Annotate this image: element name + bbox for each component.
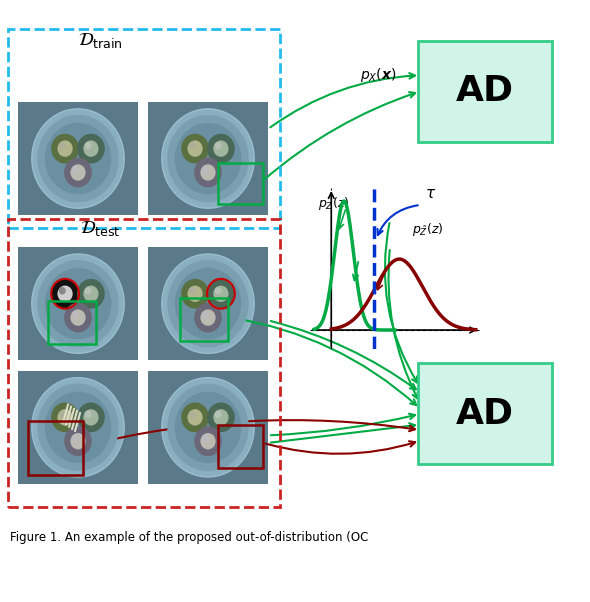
Circle shape [162, 377, 254, 477]
Circle shape [194, 158, 222, 187]
Circle shape [168, 383, 248, 471]
Circle shape [32, 377, 124, 477]
Circle shape [59, 142, 65, 149]
Bar [18, 102, 138, 215]
Circle shape [85, 142, 91, 149]
Circle shape [37, 115, 119, 202]
Circle shape [51, 279, 79, 309]
Circle shape [45, 123, 112, 194]
Text: $\tau$: $\tau$ [425, 187, 436, 202]
Circle shape [207, 279, 235, 309]
Text: $p_{\tilde{Z}}(z)$: $p_{\tilde{Z}}(z)$ [412, 222, 444, 238]
Circle shape [189, 411, 196, 418]
Circle shape [64, 426, 92, 456]
Circle shape [214, 409, 228, 426]
Circle shape [72, 311, 78, 318]
Circle shape [181, 403, 209, 432]
Text: $p_X(\boldsymbol{x})$: $p_X(\boldsymbol{x})$ [360, 66, 396, 84]
Circle shape [70, 433, 86, 450]
Circle shape [215, 411, 222, 418]
Circle shape [57, 409, 73, 426]
Bar [148, 247, 268, 360]
Text: $\mathcal{D}_{\mathrm{test}}$: $\mathcal{D}_{\mathrm{test}}$ [80, 220, 120, 238]
Text: $p_Z(z)$: $p_Z(z)$ [319, 194, 350, 211]
Bar [180, 298, 228, 341]
Circle shape [201, 164, 215, 181]
Circle shape [207, 403, 235, 432]
Circle shape [77, 134, 105, 164]
Circle shape [83, 140, 99, 157]
Circle shape [194, 303, 222, 332]
Circle shape [181, 279, 209, 309]
Circle shape [64, 303, 92, 332]
Text: Figure 1. An example of the proposed out-of-distribution (OC: Figure 1. An example of the proposed out… [10, 531, 368, 544]
Circle shape [189, 142, 196, 149]
Circle shape [77, 279, 105, 309]
FancyBboxPatch shape [418, 41, 552, 142]
Circle shape [215, 287, 222, 294]
Circle shape [214, 285, 228, 302]
Circle shape [162, 109, 254, 208]
Text: AD: AD [456, 75, 514, 108]
Circle shape [45, 391, 112, 463]
Circle shape [188, 409, 203, 426]
Circle shape [202, 166, 209, 173]
Circle shape [85, 287, 91, 294]
Bar [148, 371, 268, 484]
FancyBboxPatch shape [418, 364, 552, 464]
Bar [8, 219, 280, 507]
Bar [48, 301, 96, 344]
Text: $\mathcal{D}_{\mathrm{train}}$: $\mathcal{D}_{\mathrm{train}}$ [77, 31, 123, 51]
Circle shape [202, 311, 209, 318]
Text: AD: AD [456, 397, 514, 431]
Circle shape [37, 260, 119, 347]
Circle shape [85, 411, 91, 418]
Circle shape [168, 115, 248, 202]
Circle shape [175, 391, 241, 463]
Circle shape [51, 403, 79, 432]
Circle shape [32, 254, 124, 353]
Circle shape [162, 254, 254, 353]
Circle shape [168, 260, 248, 347]
Circle shape [72, 166, 78, 173]
Circle shape [45, 268, 112, 340]
Circle shape [83, 409, 99, 426]
Bar [18, 371, 138, 484]
Circle shape [201, 433, 215, 450]
Circle shape [207, 134, 235, 164]
Circle shape [59, 411, 65, 418]
Bar [8, 29, 280, 228]
Circle shape [214, 140, 228, 157]
Circle shape [59, 287, 65, 294]
Circle shape [194, 426, 222, 456]
Circle shape [32, 109, 124, 208]
Circle shape [70, 164, 86, 181]
Circle shape [175, 268, 241, 340]
Bar [148, 102, 268, 215]
Circle shape [215, 142, 222, 149]
Circle shape [37, 383, 119, 471]
Circle shape [181, 134, 209, 164]
Circle shape [64, 158, 92, 187]
Circle shape [77, 403, 105, 432]
Bar [218, 424, 263, 468]
Circle shape [188, 285, 203, 302]
Circle shape [57, 285, 73, 302]
Circle shape [188, 140, 203, 157]
Bar [218, 163, 263, 204]
Circle shape [72, 435, 78, 442]
Circle shape [201, 309, 215, 326]
Circle shape [202, 435, 209, 442]
Bar [28, 421, 83, 475]
Circle shape [175, 123, 241, 194]
Circle shape [51, 134, 79, 164]
Circle shape [189, 287, 196, 294]
Circle shape [70, 309, 86, 326]
Bar [18, 247, 138, 360]
Circle shape [83, 285, 99, 302]
Circle shape [57, 140, 73, 157]
